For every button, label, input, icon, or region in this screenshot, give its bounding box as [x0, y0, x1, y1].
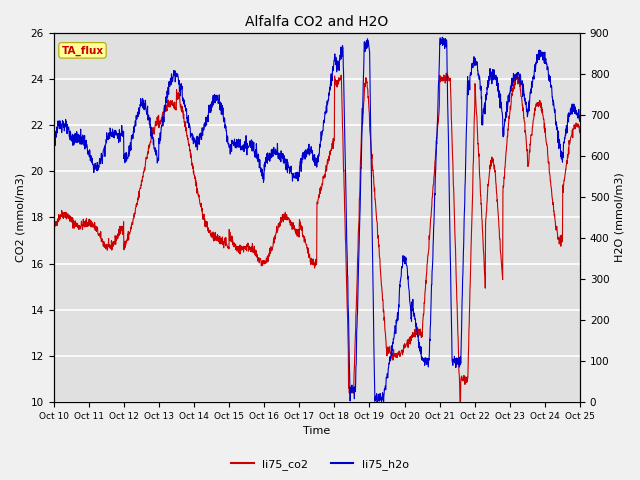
li75_h2o [292, 170, 300, 176]
li75_h2o [561, 133, 569, 139]
li75_co2 [306, 251, 314, 257]
li75_h2o [77, 132, 84, 138]
Y-axis label: H2O (mmol/m3): H2O (mmol/m3) [615, 172, 625, 262]
li75_co2 [50, 225, 58, 231]
li75_h2o [306, 147, 314, 153]
li75_h2o [50, 144, 58, 150]
li75_co2 [456, 399, 464, 405]
li75_h2o [576, 113, 584, 119]
li75_co2 [77, 224, 84, 229]
li75_h2o [438, 34, 446, 40]
Text: TA_flux: TA_flux [61, 45, 104, 56]
Title: Alfalfa CO2 and H2O: Alfalfa CO2 and H2O [245, 15, 388, 29]
li75_co2 [576, 130, 584, 136]
X-axis label: Time: Time [303, 426, 330, 436]
Line: li75_h2o: li75_h2o [54, 37, 580, 402]
li75_h2o [465, 78, 472, 84]
li75_co2 [292, 228, 300, 234]
li75_co2 [561, 170, 569, 176]
Legend: li75_co2, li75_h2o: li75_co2, li75_h2o [227, 455, 413, 474]
li75_co2 [465, 344, 472, 349]
li75_h2o [373, 399, 381, 405]
li75_co2 [561, 171, 569, 177]
li75_co2 [442, 70, 450, 76]
Line: li75_co2: li75_co2 [54, 73, 580, 402]
Y-axis label: CO2 (mmol/m3): CO2 (mmol/m3) [15, 173, 25, 262]
li75_h2o [561, 132, 569, 137]
